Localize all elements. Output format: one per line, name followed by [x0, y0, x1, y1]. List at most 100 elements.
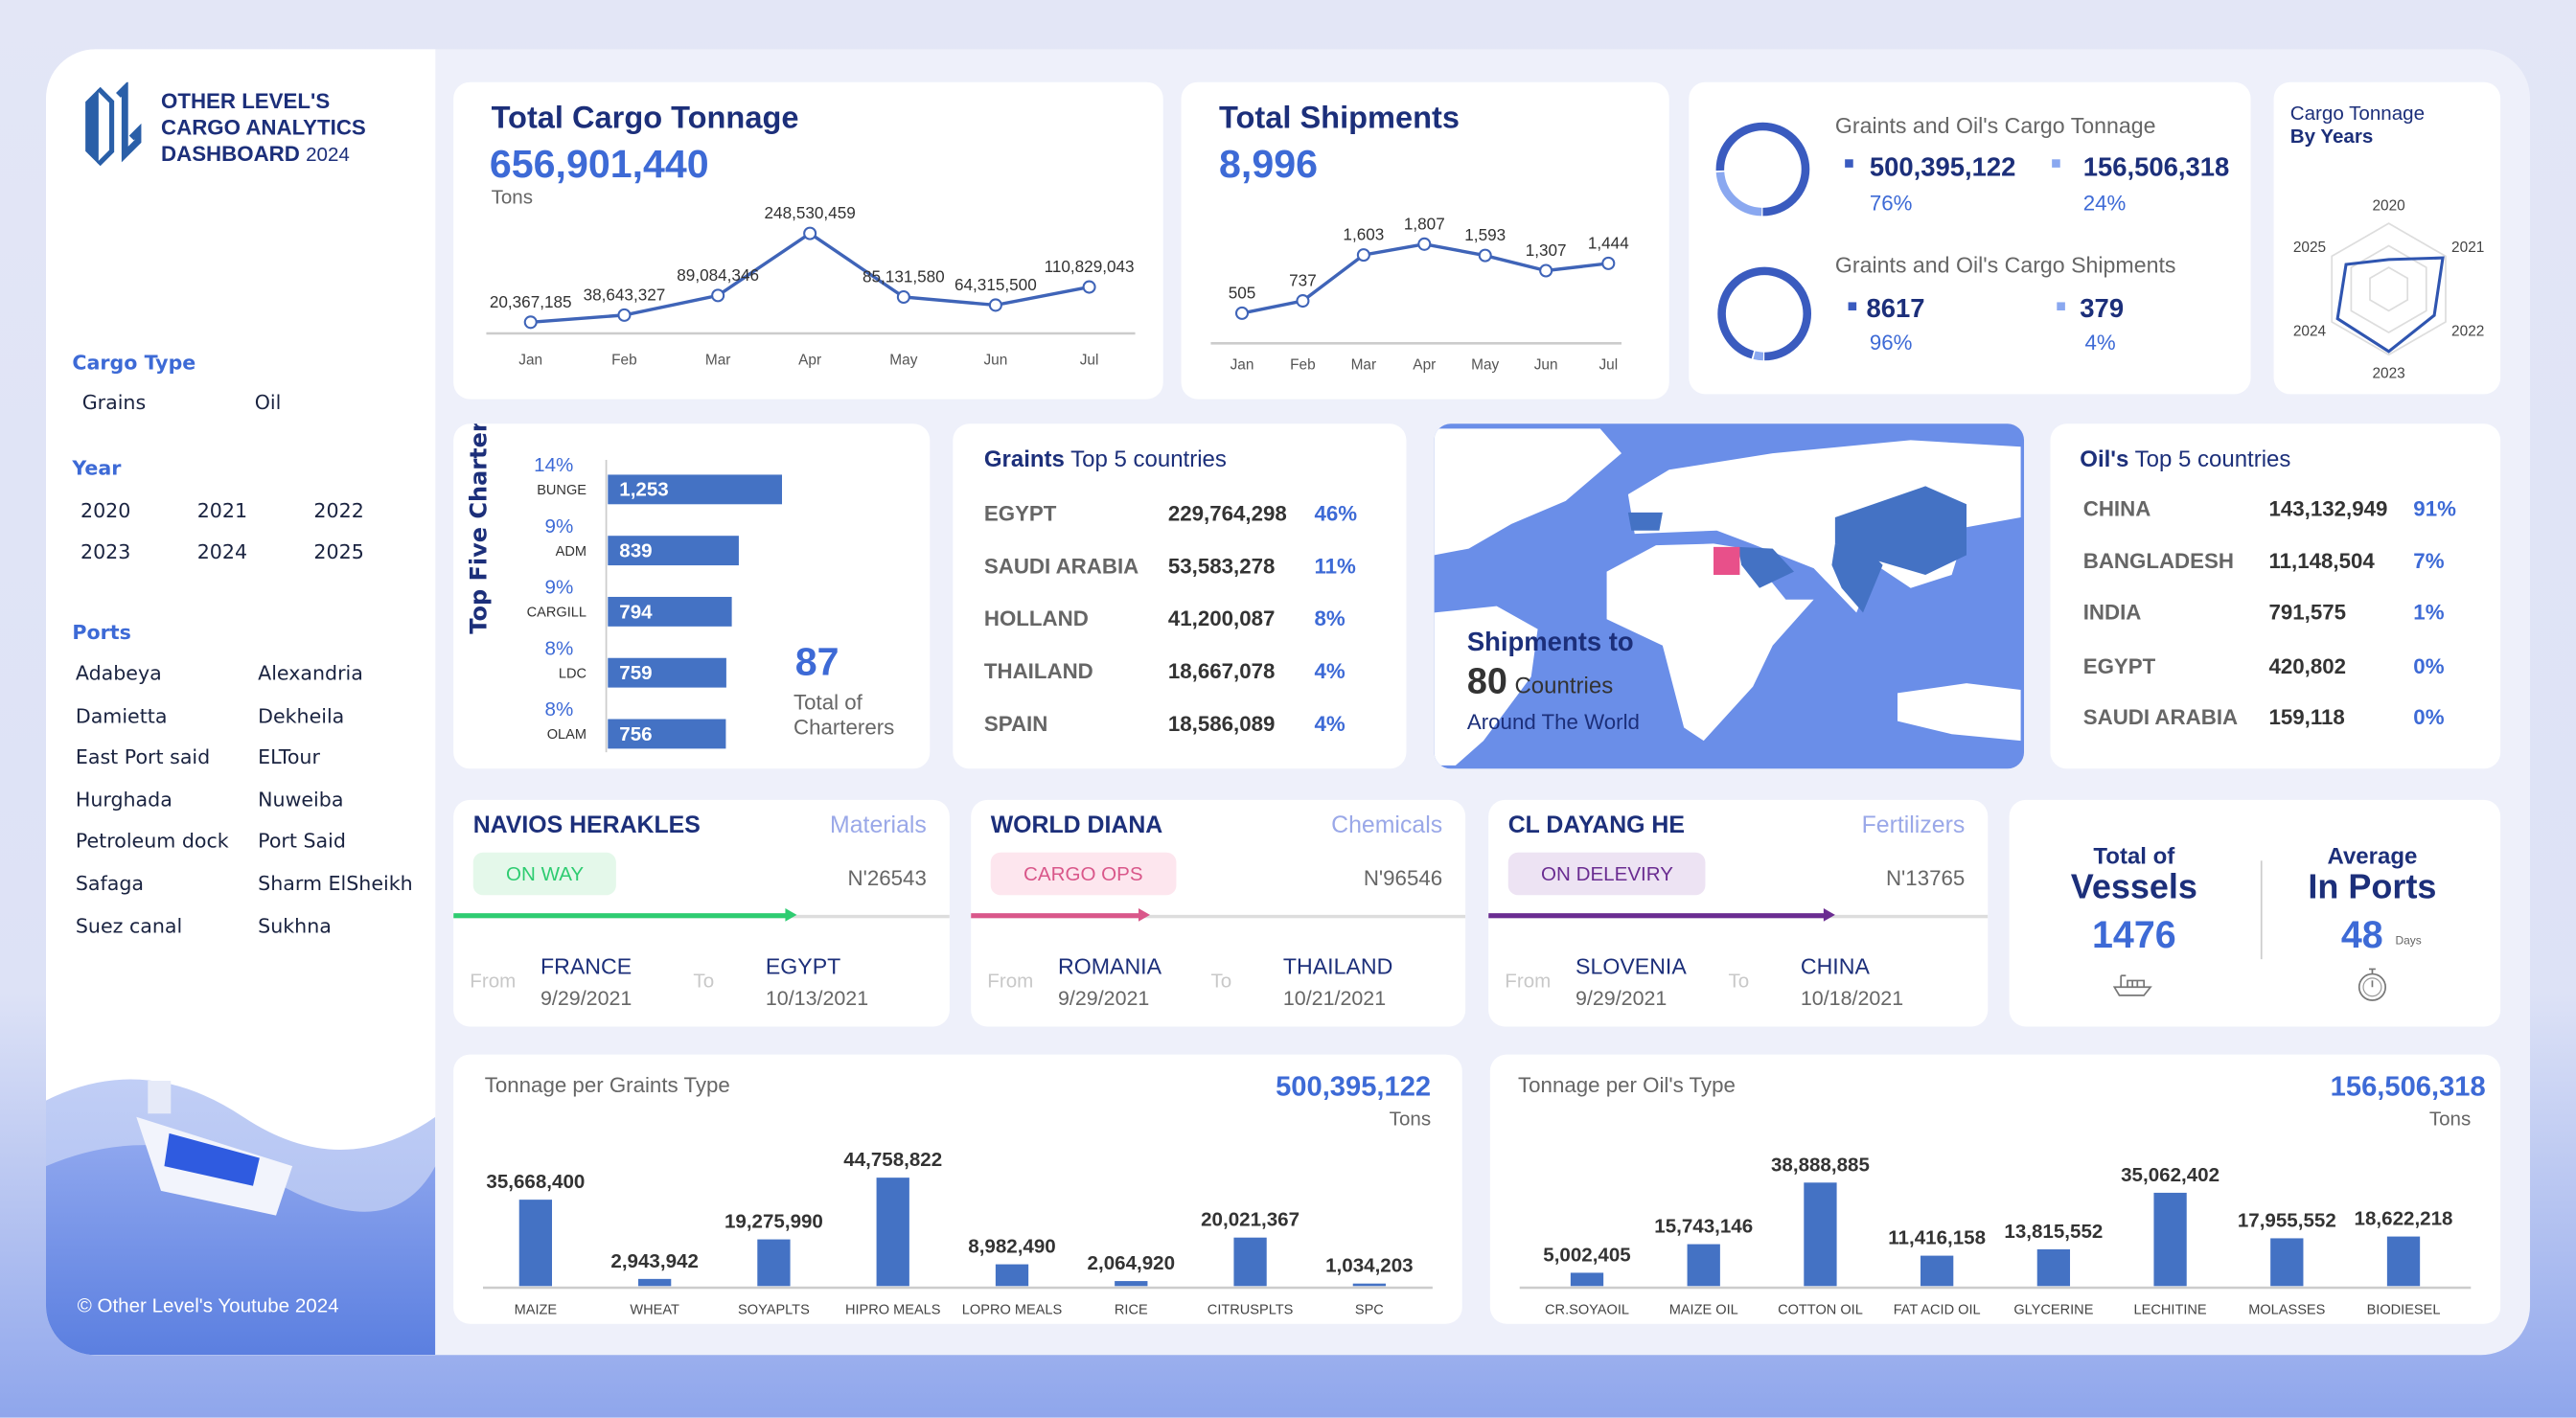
bar	[638, 1278, 672, 1287]
bar	[1920, 1255, 1954, 1287]
bar-value-label: 8,982,490	[968, 1236, 1055, 1258]
avg-ports-unit: Days	[2395, 936, 2422, 949]
avg-ports-title: In Ports	[2308, 868, 2437, 907]
year-2021[interactable]: 2021	[196, 499, 248, 523]
x-tick-label: May	[1471, 357, 1499, 374]
port-item[interactable]: Sharm ElSheikh	[258, 872, 413, 896]
total-cargo-tonnage-card: Total Cargo Tonnage 656,901,440 Tons 20,…	[453, 81, 1163, 400]
year-2020[interactable]: 2020	[80, 499, 131, 523]
x-tick-label: Jun	[1534, 357, 1558, 374]
x-tick-label: Jan	[518, 353, 542, 369]
port-item[interactable]: Alexandria	[258, 661, 363, 685]
bar-value-label: 17,955,552	[2238, 1209, 2336, 1231]
data-label: 38,643,327	[584, 285, 666, 304]
cargo-type-oil[interactable]: Oil	[254, 391, 282, 415]
x-tick-label: Mar	[705, 353, 731, 369]
charter-pct: 14%	[534, 454, 573, 476]
x-tick-label: FAT ACID OIL	[1894, 1302, 1981, 1317]
logo-line: OTHER LEVEL'S	[161, 88, 331, 114]
vessel-card[interactable]: NAVIOS HERAKLES Materials ON WAY N'26543 Fro…	[453, 799, 950, 1027]
bar	[876, 1178, 909, 1287]
port-item[interactable]: Safaga	[75, 872, 145, 896]
country-tonnage: 11,148,504	[2268, 548, 2375, 574]
year-2025[interactable]: 2025	[313, 540, 364, 564]
bar-value-label: 38,888,885	[1771, 1154, 1870, 1176]
port-item[interactable]: Damietta	[75, 703, 168, 727]
data-point	[1234, 306, 1250, 320]
ports-label: Ports	[72, 621, 131, 645]
title-bold: Oil's	[2080, 445, 2129, 472]
radar-axis-label: 2023	[2372, 365, 2404, 381]
data-point	[803, 226, 817, 240]
region-egypt-highlight	[1714, 546, 1740, 576]
data-label: 1,593	[1464, 225, 1506, 244]
bar	[1115, 1281, 1148, 1287]
data-point	[1296, 294, 1310, 309]
port-item[interactable]: Suez canal	[75, 914, 183, 938]
vessel-number: N'26543	[847, 865, 927, 891]
vessel-category: Fertilizers	[1861, 812, 1966, 840]
port-item[interactable]: ELTour	[258, 745, 320, 769]
port-item[interactable]: Port Said	[258, 830, 346, 854]
port-item[interactable]: Sukhna	[258, 914, 332, 938]
x-tick-label: Jul	[1598, 357, 1618, 374]
country-tonnage: 41,200,087	[1167, 606, 1276, 631]
port-item[interactable]: East Port said	[75, 745, 211, 769]
logo-line: DASHBOARD	[161, 141, 300, 167]
donut-segment	[1717, 266, 1812, 361]
port-item[interactable]: Dekheila	[258, 703, 345, 727]
world-map-card: Shipments to 80 Countries Around The Wor…	[1434, 423, 2025, 769]
grains-shipments-value: 8617	[1866, 295, 1925, 324]
avg-ports-value: 48	[2340, 913, 2383, 956]
bar-value-label: 756	[619, 723, 652, 745]
vessel-name: CL DAYANG HE	[1507, 812, 1685, 840]
grains-bar-chart: 35,668,400 MAIZE 2,943,942 WHEAT 19,275,990 S…	[483, 1149, 1433, 1317]
status-badge: ON DELEVIRY	[1507, 852, 1707, 896]
oil-shipments-pct: 4%	[2084, 330, 2116, 355]
logo-line: CARGO ANALYTICS	[161, 115, 366, 140]
port-item[interactable]: Nuweiba	[258, 788, 344, 812]
stopwatch-icon	[2358, 968, 2387, 1001]
split-shipments-title: Graints and Oil's Cargo Shipments	[1834, 253, 2176, 278]
year-2024[interactable]: 2024	[196, 540, 248, 564]
radar-grid	[2369, 266, 2409, 312]
port-item[interactable]: Petroleum dock	[75, 830, 229, 854]
port-item[interactable]: Hurghada	[75, 788, 172, 812]
year-2023[interactable]: 2023	[80, 540, 131, 564]
to-label: To	[1210, 969, 1232, 993]
country-name: SPAIN	[983, 711, 1048, 737]
x-tick-label: May	[889, 353, 917, 369]
x-tick-label: Apr	[1413, 357, 1436, 374]
cargo-ship-icon	[2112, 974, 2152, 996]
tonnage-by-years-card: Cargo Tonnage By Years 2020 2021 2022 2023 2…	[2273, 81, 2501, 395]
total-vessels-value: 1476	[2092, 913, 2176, 956]
year-2022[interactable]: 2022	[313, 499, 364, 523]
data-label: 1,444	[1588, 233, 1629, 252]
data-label: 1,603	[1343, 225, 1384, 244]
south-america	[1434, 606, 1538, 766]
data-label: 737	[1289, 271, 1317, 290]
to-label: To	[693, 969, 715, 993]
oil-legend-marker	[2052, 159, 2060, 168]
data-label: 1,307	[1526, 240, 1567, 260]
charter-name: OLAM	[547, 727, 586, 743]
vessel-card[interactable]: WORLD DIANA Chemicals CARGO OPS N'96546 From…	[971, 799, 1466, 1027]
total-charterers-label: Total of Charterers	[794, 690, 894, 739]
charter-bar	[608, 536, 739, 566]
grains-tonnage-value: 500,395,122	[1869, 154, 2016, 183]
cargo-type-grains[interactable]: Grains	[81, 391, 147, 415]
data-point	[1478, 248, 1492, 263]
radar-title-line: Cargo Tonnage	[2289, 102, 2426, 126]
destination-date: 10/21/2021	[1282, 987, 1387, 1011]
charter-name: CARGILL	[527, 606, 586, 621]
x-tick-label: MAIZE OIL	[1669, 1302, 1738, 1317]
country-pct: 8%	[1314, 606, 1346, 631]
bar-value-label: 794	[619, 601, 653, 623]
data-label: 248,530,459	[765, 203, 856, 222]
vessel-card[interactable]: CL DAYANG HE Fertilizers ON DELEVIRY N'1376…	[1488, 799, 1989, 1027]
bar-value-label: 13,815,552	[2004, 1221, 2103, 1243]
country-pct: 1%	[2413, 599, 2445, 625]
route-progress	[971, 913, 1144, 919]
bar	[1687, 1244, 1720, 1287]
port-item[interactable]: Adabeya	[75, 661, 162, 685]
